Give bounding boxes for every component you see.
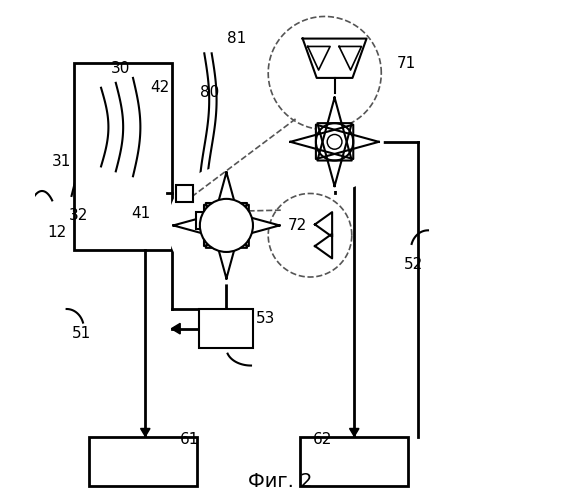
Polygon shape (206, 172, 247, 248)
Text: 42: 42 (150, 80, 169, 95)
Polygon shape (308, 46, 330, 70)
Polygon shape (316, 124, 379, 159)
Text: 30: 30 (111, 60, 130, 76)
Polygon shape (171, 324, 180, 334)
Bar (74, 63, 172, 250)
Text: Фиг. 2: Фиг. 2 (249, 472, 312, 491)
Circle shape (200, 199, 253, 252)
Text: 41: 41 (131, 206, 150, 220)
Bar (199, 309, 254, 348)
Bar (300, 437, 408, 486)
Circle shape (218, 216, 235, 234)
Circle shape (286, 92, 384, 191)
Circle shape (316, 123, 353, 160)
Polygon shape (291, 124, 353, 159)
Polygon shape (206, 203, 247, 278)
Polygon shape (318, 123, 352, 186)
Polygon shape (339, 46, 361, 70)
Text: 61: 61 (180, 432, 199, 447)
Text: 72: 72 (288, 218, 307, 233)
Polygon shape (350, 428, 359, 436)
Text: 51: 51 (72, 326, 91, 341)
Polygon shape (318, 98, 352, 160)
Text: 81: 81 (227, 31, 246, 46)
Bar (89, 437, 197, 486)
Polygon shape (141, 428, 150, 436)
Text: 12: 12 (47, 226, 66, 240)
Text: 52: 52 (403, 257, 423, 272)
Text: 53: 53 (256, 312, 275, 326)
Text: 71: 71 (396, 56, 416, 70)
Text: 31: 31 (52, 154, 71, 169)
Circle shape (204, 203, 249, 248)
Polygon shape (173, 205, 249, 246)
Circle shape (167, 166, 286, 284)
Bar (196, 212, 213, 229)
Bar (176, 185, 193, 202)
Text: 62: 62 (312, 432, 332, 447)
Text: 80: 80 (200, 85, 219, 100)
Polygon shape (204, 205, 279, 246)
Polygon shape (302, 38, 366, 78)
Circle shape (327, 134, 342, 149)
Text: 32: 32 (69, 208, 89, 223)
